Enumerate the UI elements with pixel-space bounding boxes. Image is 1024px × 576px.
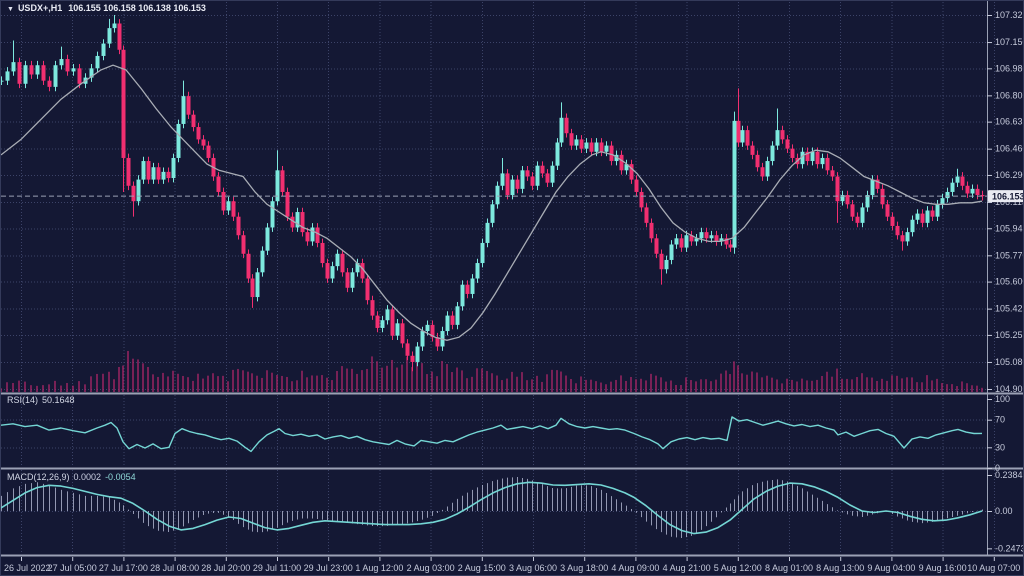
- svg-text:3 Aug 18:00: 3 Aug 18:00: [560, 563, 608, 573]
- rsi-value: 50.1648: [42, 395, 75, 405]
- svg-text:1 Aug 12:00: 1 Aug 12:00: [355, 563, 403, 573]
- svg-text:8 Aug 13:00: 8 Aug 13:00: [816, 563, 864, 573]
- svg-text:105.770: 105.770: [995, 250, 1024, 260]
- svg-text:27 Jul 17:00: 27 Jul 17:00: [99, 563, 148, 573]
- svg-text:104.905: 104.905: [995, 384, 1024, 394]
- panel-separators[interactable]: [1, 392, 1024, 557]
- volume-bars: [1, 350, 983, 392]
- macd-value-signal: -0.0054: [105, 472, 136, 482]
- grid: [1, 2, 995, 554]
- svg-text:106.980: 106.980: [995, 63, 1024, 73]
- svg-text:106.460: 106.460: [995, 144, 1024, 154]
- svg-text:30: 30: [995, 442, 1005, 452]
- macd-value-main: 0.0002: [73, 472, 102, 482]
- rsi-name: RSI(14): [7, 395, 39, 405]
- svg-text:29 Jul 23:00: 29 Jul 23:00: [304, 563, 353, 573]
- svg-text:8 Aug 01:00: 8 Aug 01:00: [765, 563, 813, 573]
- moving-average-line: [1, 64, 983, 341]
- svg-text:29 Jul 11:00: 29 Jul 11:00: [253, 563, 301, 573]
- macd-indicator-label: MACD(12,26,9) 0.0002 -0.0054: [7, 472, 136, 483]
- svg-text:107.325: 107.325: [995, 10, 1024, 20]
- svg-text:105.600: 105.600: [995, 277, 1024, 287]
- svg-text:106.805: 106.805: [995, 90, 1024, 100]
- macd-signal-line: [1, 481, 983, 535]
- svg-text:106.153: 106.153: [992, 192, 1024, 202]
- svg-text:107.150: 107.150: [995, 37, 1024, 47]
- svg-text:2 Aug 03:00: 2 Aug 03:00: [407, 563, 455, 573]
- svg-text:70: 70: [995, 415, 1005, 425]
- svg-text:105.255: 105.255: [995, 330, 1024, 340]
- svg-text:26 Jul 2022: 26 Jul 2022: [4, 563, 51, 573]
- rsi-indicator-label: RSI(14) 50.1648: [7, 395, 75, 406]
- current-price-label: 106.153: [988, 190, 1024, 203]
- svg-text:27 Jul 05:00: 27 Jul 05:00: [48, 563, 97, 573]
- svg-text:106.635: 106.635: [995, 117, 1024, 127]
- svg-text:10 Aug 07:00: 10 Aug 07:00: [967, 563, 1020, 573]
- symbol-dropdown-icon[interactable]: ▼: [7, 6, 14, 13]
- svg-text:9 Aug 16:00: 9 Aug 16:00: [919, 563, 967, 573]
- svg-text:105.425: 105.425: [995, 304, 1024, 314]
- svg-text:-0.2473: -0.2473: [995, 543, 1024, 553]
- rsi-panel[interactable]: [1, 416, 983, 453]
- svg-text:100: 100: [995, 394, 1010, 404]
- ohlc-values: 106.155 106.158 106.138 106.153: [68, 3, 206, 13]
- rsi-line: [1, 416, 983, 453]
- chart-title: USDX+,H1: [17, 3, 63, 13]
- main-price-panel[interactable]: [1, 15, 985, 372]
- svg-text:2 Aug 15:00: 2 Aug 15:00: [458, 563, 506, 573]
- title-bar: ▼ USDX+,H1 106.155 106.158 106.138 106.153: [7, 3, 206, 15]
- svg-text:4 Aug 21:00: 4 Aug 21:00: [663, 563, 711, 573]
- macd-name: MACD(12,26,9): [7, 472, 70, 482]
- svg-text:0: 0: [995, 463, 1000, 473]
- svg-text:5 Aug 12:00: 5 Aug 12:00: [714, 563, 762, 573]
- svg-text:9 Aug 04:00: 9 Aug 04:00: [867, 563, 915, 573]
- svg-text:105.945: 105.945: [995, 223, 1024, 233]
- svg-text:3 Aug 06:00: 3 Aug 06:00: [509, 563, 557, 573]
- svg-text:0.00: 0.00: [995, 506, 1013, 516]
- svg-text:4 Aug 09:00: 4 Aug 09:00: [611, 563, 659, 573]
- svg-text:28 Jul 20:00: 28 Jul 20:00: [201, 563, 250, 573]
- svg-text:0.2384: 0.2384: [995, 470, 1023, 480]
- svg-text:106.290: 106.290: [995, 170, 1024, 180]
- svg-text:105.080: 105.080: [995, 357, 1024, 367]
- svg-text:28 Jul 08:00: 28 Jul 08:00: [150, 563, 199, 573]
- macd-panel[interactable]: [1, 481, 983, 535]
